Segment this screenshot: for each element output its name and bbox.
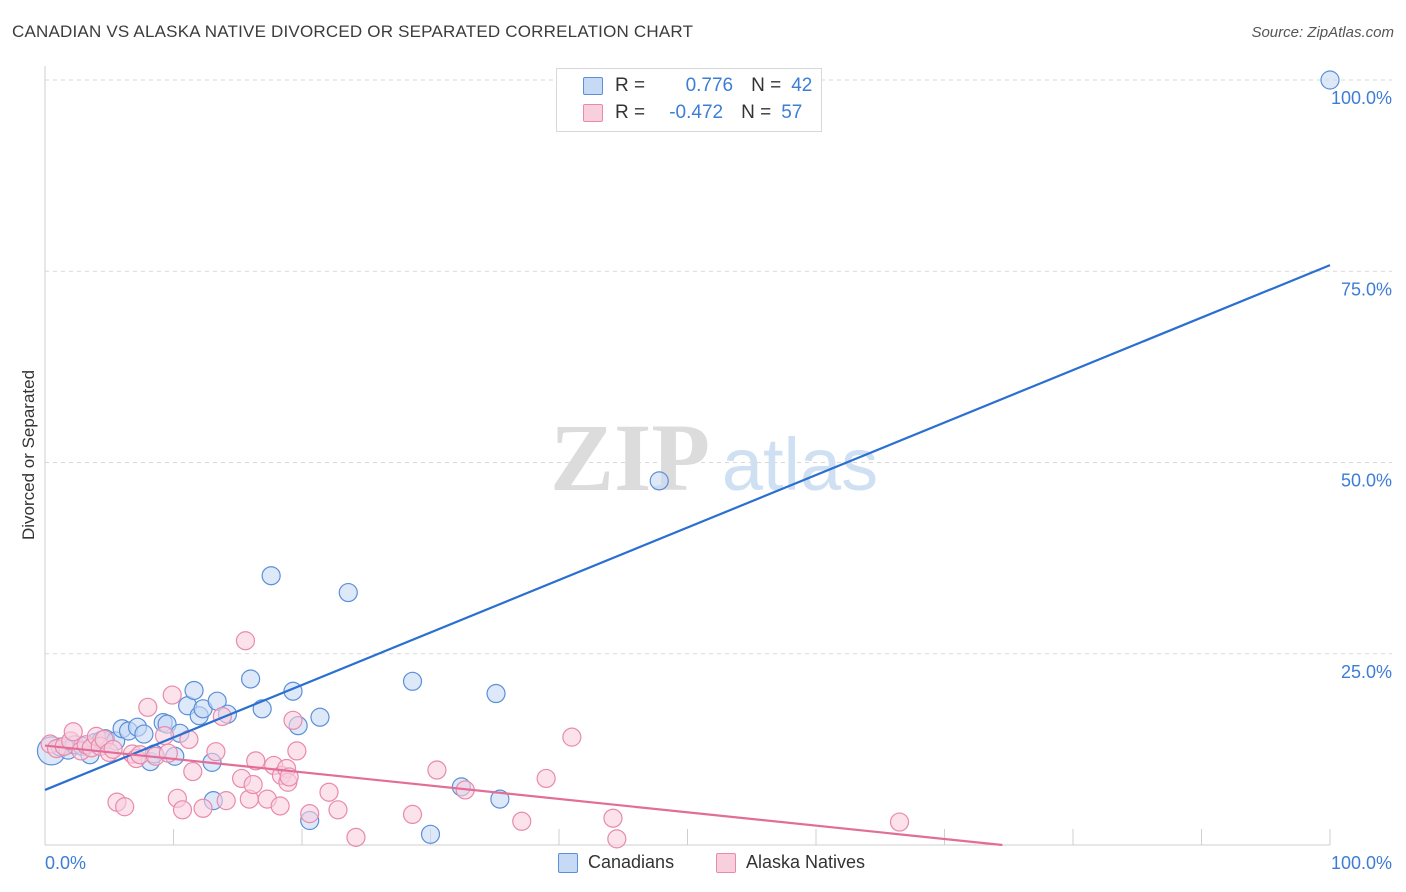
alaska-natives-point (283, 710, 303, 730)
n-label: N = (751, 75, 782, 96)
canadians-point (184, 680, 204, 701)
canadians-legend-label: Canadians (588, 852, 675, 872)
canadians-trend-line (44, 264, 1331, 791)
canadians-point (1320, 70, 1340, 90)
alaska-natives-point (300, 804, 320, 824)
alaska-natives-point (235, 631, 256, 651)
canadians-point (649, 471, 669, 491)
alaska-natives-point (216, 791, 236, 811)
y-axis-title: Divorced or Separated (19, 370, 38, 540)
legend-item-canadians: Canadians (558, 852, 674, 873)
correlation-legend: R = 0.776 N = 42 R = -0.472 N = 57 (556, 68, 822, 132)
alaska-natives-point (607, 829, 627, 849)
x-tick-label-1: 100.0% (1331, 853, 1392, 873)
alaska-natives-point (183, 761, 203, 782)
y-tick-label-1: 50.0% (1341, 471, 1392, 491)
alaska-natives-swatch (583, 104, 603, 122)
canadians-point (486, 683, 506, 704)
alaska-natives-point (603, 808, 623, 828)
alaska-natives-point (243, 774, 263, 795)
watermark-atlas: atlas (722, 423, 878, 506)
watermark-zip: ZIP (550, 404, 710, 511)
canadians-point (252, 699, 272, 719)
y-tick-label-2: 75.0% (1341, 279, 1392, 299)
canadians-legend-swatch (558, 852, 578, 873)
alaska-natives-point (115, 797, 135, 817)
alaska-natives-point (346, 827, 366, 847)
r-value: -0.472 (669, 102, 724, 123)
alaska-natives-point (287, 741, 307, 761)
canadians-point (420, 824, 441, 844)
alaska-natives-point (536, 768, 556, 789)
alaska-natives-point (512, 811, 532, 831)
r-label: R = (615, 102, 646, 123)
canadians-point (261, 566, 281, 586)
canadians-point (241, 669, 261, 689)
alaska-natives-point (172, 800, 193, 820)
y-tick-label-0: 25.0% (1341, 662, 1392, 682)
n-value: 42 (791, 75, 813, 96)
legend-row-alaska-natives: R = -0.472 N = 57 (583, 100, 802, 126)
alaska-natives-point (162, 685, 182, 705)
alaska-natives-point (206, 742, 226, 762)
alaska-natives-point (138, 697, 158, 717)
canadians-point (134, 724, 154, 744)
n-value: 57 (781, 102, 803, 123)
r-label: R = (615, 75, 646, 96)
legend-row-canadians: R = 0.776 N = 42 (583, 73, 812, 99)
source-label: Source: ZipAtlas.com (1251, 24, 1394, 41)
canadians-point (338, 582, 358, 603)
x-tick-label-0: 0.0% (45, 853, 86, 873)
chart-title: CANADIAN VS ALASKA NATIVE DIVORCED OR SE… (12, 22, 694, 41)
alaska-natives-legend-label: Alaska Natives (746, 852, 866, 872)
n-label: N = (741, 102, 772, 123)
canadians-point (310, 707, 330, 727)
alaska-natives-point (427, 760, 447, 780)
alaska-natives-point (103, 739, 123, 759)
alaska-natives-point (328, 800, 348, 820)
alaska-natives-point (270, 796, 290, 816)
alaska-natives-legend-swatch (716, 852, 736, 873)
legend-item-alaska-natives: Alaska Natives (716, 852, 865, 873)
alaska-natives-point (562, 727, 582, 747)
canadians-swatch (583, 77, 603, 95)
canadians-point (402, 671, 423, 691)
alaska-natives-point (63, 722, 83, 742)
alaska-natives-point (402, 804, 423, 825)
alaska-natives-point (319, 782, 339, 802)
alaska-natives-trend-line (44, 744, 1003, 847)
alaska-natives-point (246, 751, 266, 771)
alaska-natives-point (193, 798, 213, 818)
canadians-point (490, 789, 510, 809)
r-value: 0.776 (685, 75, 734, 96)
y-tick-label-3: 100.0% (1331, 88, 1392, 108)
alaska-natives-point (889, 812, 910, 832)
